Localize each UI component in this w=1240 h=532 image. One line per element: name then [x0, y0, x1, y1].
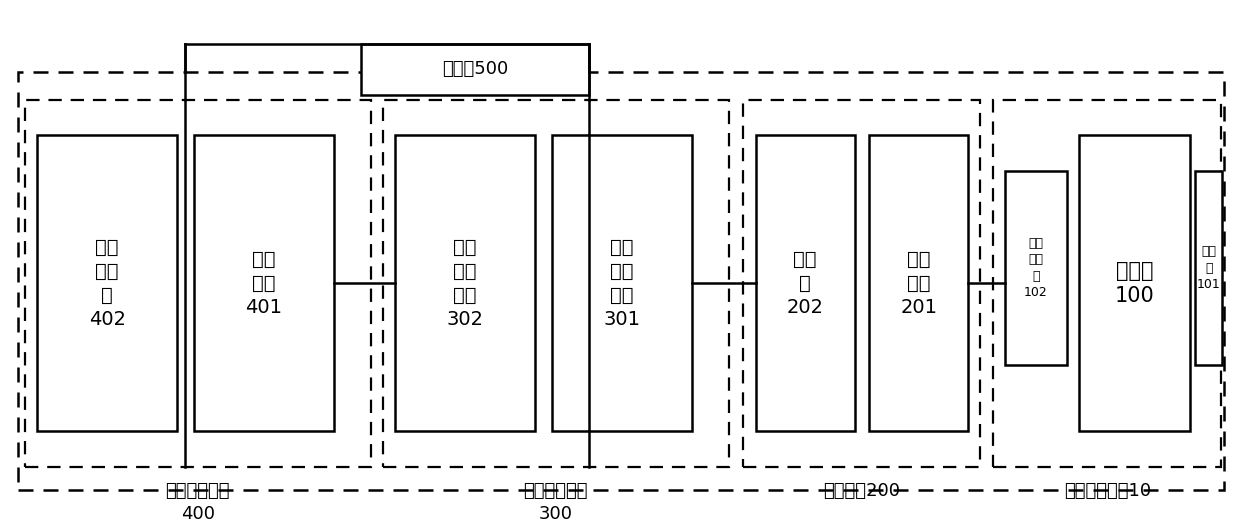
Text: 相机
传感
器
402: 相机 传感 器 402 — [88, 237, 125, 329]
Bar — [195, 136, 334, 431]
Text: 相机成像模块
400: 相机成像模块 400 — [166, 483, 231, 523]
Bar — [25, 99, 371, 467]
Text: 成像
镜头
401: 成像 镜头 401 — [246, 250, 283, 317]
Bar — [1195, 171, 1223, 365]
Text: 控制器500: 控制器500 — [441, 60, 508, 78]
Text: 显微成像系统10: 显微成像系统10 — [1064, 483, 1151, 500]
Text: 中继
透镜
201: 中继 透镜 201 — [900, 250, 937, 317]
Text: 频谱调制模块
300: 频谱调制模块 300 — [523, 483, 588, 523]
Bar — [1079, 136, 1190, 431]
Bar — [383, 99, 729, 467]
Text: 中继模块200: 中继模块200 — [823, 483, 900, 500]
Bar — [552, 136, 692, 431]
Bar — [17, 72, 1224, 490]
Text: 空间
光调
制器
302: 空间 光调 制器 302 — [446, 237, 484, 329]
Bar — [361, 44, 589, 95]
Bar — [1006, 171, 1066, 365]
Bar — [869, 136, 968, 431]
Bar — [756, 136, 854, 431]
Text: 滤波
片
101: 滤波 片 101 — [1197, 245, 1220, 291]
Text: 显微镜
100: 显微镜 100 — [1115, 261, 1154, 306]
Text: 偏振
片
202: 偏振 片 202 — [786, 250, 823, 317]
Bar — [744, 99, 981, 467]
Text: 偏振
分光
棱镜
301: 偏振 分光 棱镜 301 — [604, 237, 640, 329]
Bar — [396, 136, 534, 431]
Bar — [993, 99, 1221, 467]
Text: 相机
引出
口
102: 相机 引出 口 102 — [1024, 237, 1048, 300]
Bar — [37, 136, 177, 431]
